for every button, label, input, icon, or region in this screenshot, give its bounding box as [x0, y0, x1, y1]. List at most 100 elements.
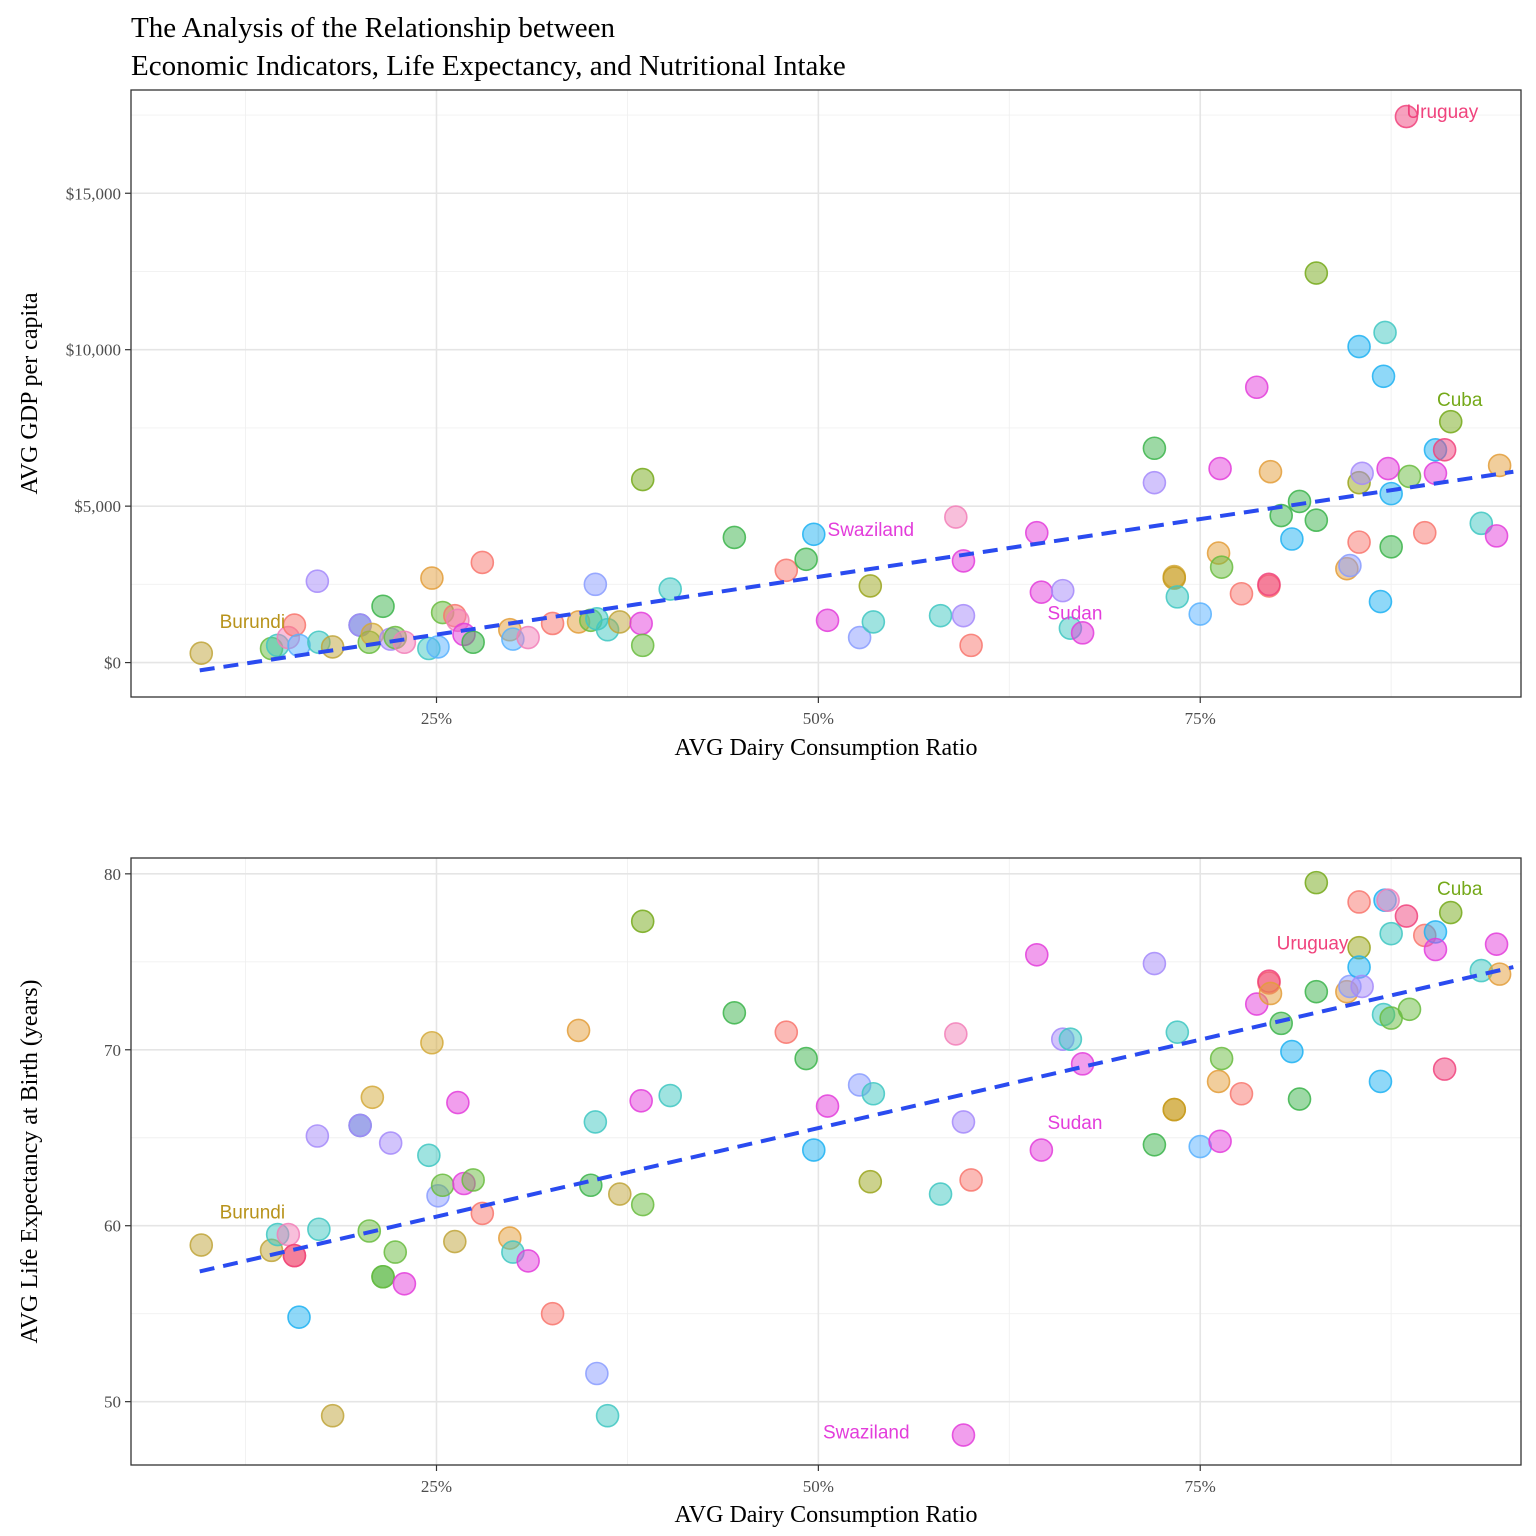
- country-annotation: Cuba: [1437, 390, 1483, 411]
- data-point: [1338, 553, 1362, 578]
- data-point: [815, 608, 840, 633]
- data-point: [1269, 1011, 1293, 1036]
- data-point: [383, 1240, 408, 1264]
- chart-title-line-2: Economic Indicators, Life Expectancy, an…: [131, 50, 846, 82]
- data-point: [630, 1192, 655, 1217]
- data-point: [1209, 555, 1234, 579]
- data-point: [430, 1173, 455, 1198]
- data-point: [1142, 436, 1167, 461]
- data-point: [392, 1271, 417, 1296]
- data-point: [426, 635, 450, 659]
- country-annotation: Swaziland: [823, 1423, 910, 1444]
- data-point: [348, 1113, 372, 1138]
- x-tick-label: 75%: [1185, 1477, 1216, 1496]
- data-point: [1397, 464, 1422, 489]
- data-point: [847, 625, 872, 650]
- data-point: [443, 1229, 467, 1254]
- data-point: [516, 1249, 540, 1273]
- data-point: [585, 1361, 609, 1386]
- data-point: [1280, 527, 1304, 551]
- country-annotation: Sudan: [1047, 604, 1102, 625]
- data-point: [1229, 1081, 1254, 1106]
- data-point: [959, 1168, 983, 1192]
- data-point: [1469, 511, 1494, 536]
- panel-border: [130, 857, 1522, 1466]
- data-point: [607, 1182, 632, 1206]
- data-point: [1350, 461, 1374, 486]
- data-point: [928, 1182, 953, 1206]
- data-point: [461, 1168, 485, 1192]
- data-point: [1347, 890, 1371, 914]
- data-point: [1484, 524, 1509, 548]
- data-point: [794, 547, 818, 572]
- data-point: [630, 633, 655, 658]
- data-point: [1257, 572, 1281, 597]
- data-point: [1304, 508, 1329, 533]
- data-point: [1423, 937, 1448, 962]
- data-point: [951, 603, 976, 628]
- country-annotation: Uruguay: [1406, 102, 1478, 123]
- data-point: [951, 1423, 976, 1447]
- data-point: [1142, 470, 1167, 495]
- data-point: [1376, 888, 1400, 913]
- data-point: [1206, 1069, 1231, 1094]
- data-point: [815, 1094, 840, 1118]
- data-point: [446, 1090, 470, 1115]
- data-point: [1304, 979, 1329, 1004]
- data-point: [1269, 503, 1293, 528]
- data-point: [1347, 334, 1371, 359]
- data-point: [583, 572, 608, 597]
- data-point: [1304, 870, 1329, 895]
- data-point: [378, 1131, 403, 1155]
- data-point: [287, 1305, 311, 1330]
- data-point: [1244, 375, 1269, 400]
- x-axis-title: AVG Dairy Consumption Ratio: [675, 1502, 978, 1528]
- data-point: [1188, 602, 1213, 626]
- data-point: [1208, 456, 1232, 481]
- gdp-scatter-panel: 25% 50% 75% $0 $5,000 $10,000 $15,000 Uruguay Cu…: [17, 89, 1522, 761]
- y-tick-label: $15,000: [66, 184, 121, 203]
- y-tick-label: 70: [104, 1041, 121, 1060]
- data-point: [1379, 535, 1403, 559]
- trend-line: [199, 469, 1514, 673]
- data-point: [276, 1222, 301, 1247]
- data-point: [1029, 580, 1054, 604]
- y-tick-label: 50: [104, 1393, 121, 1412]
- data-point: [1165, 1020, 1190, 1044]
- data-point: [189, 1233, 214, 1257]
- data-point: [794, 1046, 818, 1071]
- data-point: [1029, 1138, 1054, 1162]
- data-point: [305, 569, 330, 594]
- x-tick-label: 25%: [421, 1477, 452, 1496]
- chart-title-line-1: The Analysis of the Relationship between: [131, 12, 616, 44]
- data-point: [461, 630, 485, 655]
- data-point: [1347, 530, 1371, 554]
- data-point: [282, 613, 307, 637]
- data-point: [928, 603, 953, 628]
- y-axis-title: AVG Life Expectancy at Birth (years): [17, 979, 43, 1343]
- data-point: [305, 1124, 330, 1148]
- x-tick-label: 50%: [803, 1477, 834, 1496]
- y-tick-label: 80: [104, 865, 121, 884]
- data-point: [1394, 904, 1419, 928]
- data-point: [1058, 1027, 1083, 1052]
- data-point: [583, 1110, 608, 1134]
- data-point: [774, 1020, 799, 1044]
- data-point: [944, 1022, 968, 1046]
- data-point: [629, 1089, 653, 1113]
- y-tick-label: 60: [104, 1217, 121, 1236]
- data-point: [1209, 1046, 1234, 1071]
- data-point: [1142, 1132, 1167, 1157]
- x-tick-label: 75%: [1185, 709, 1216, 728]
- life-expectancy-scatter-panel: 25% 50% 75% 50 60 70 80 Cuba Uruguay Sudan Burundi…: [17, 857, 1522, 1528]
- data-point: [470, 550, 495, 575]
- data-point: [1142, 951, 1167, 976]
- y-axis-title: AVG GDP per capita: [17, 292, 43, 494]
- data-point: [360, 1085, 385, 1110]
- data-point: [801, 522, 826, 547]
- data-point: [861, 610, 886, 634]
- data-point: [1229, 581, 1254, 606]
- y-tick-label: $5,000: [74, 497, 121, 516]
- data-point: [1484, 932, 1509, 957]
